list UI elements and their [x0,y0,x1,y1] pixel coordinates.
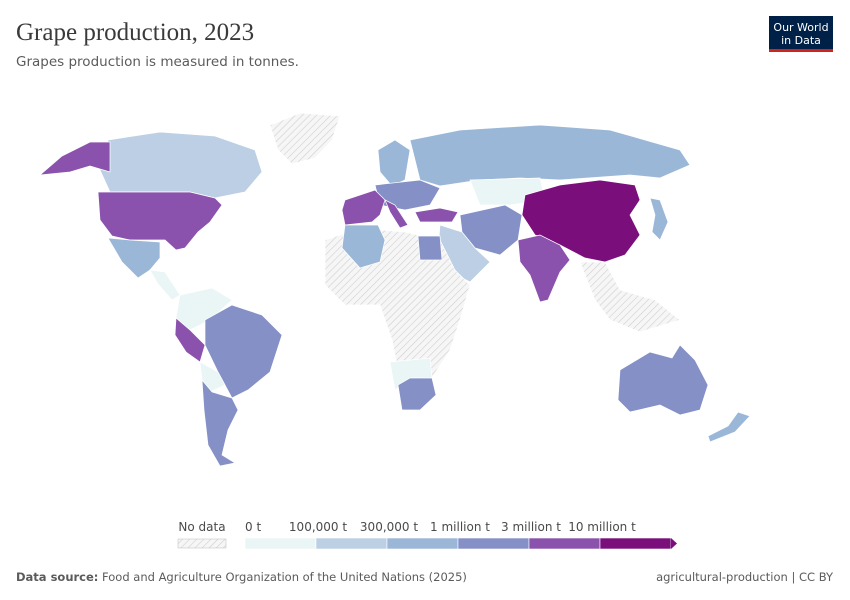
algeria[interactable] [341,224,386,269]
france-spain[interactable] [341,189,386,226]
source-text: Food and Agriculture Organization of the… [102,570,467,584]
source-label: Data source: [16,570,98,584]
legend-label: 300,000 t [360,520,418,534]
canada[interactable] [99,131,263,199]
russia[interactable] [409,124,691,187]
alaska[interactable] [38,141,111,176]
logo-text: Our World [773,21,828,34]
legend-label: 1 million t [430,520,490,534]
mexico[interactable] [107,237,161,279]
new-zealand[interactable] [707,411,751,443]
source: Data source: Food and Agriculture Organi… [16,570,467,584]
india[interactable] [517,234,571,303]
egypt[interactable] [417,235,443,261]
legend-swatch[interactable] [599,537,672,550]
legend-swatch[interactable] [528,537,601,550]
legend-swatch[interactable] [386,537,459,550]
greenland[interactable] [269,112,341,165]
legend-swatch[interactable] [457,537,530,550]
central-america[interactable] [149,269,181,301]
usa[interactable] [97,191,223,251]
bolivia-paraguay[interactable] [199,361,226,393]
subtitle: Grapes production is measured in tonnes. [16,54,299,70]
legend-swatch[interactable] [315,537,388,550]
south-africa[interactable] [397,377,437,411]
central-europe[interactable] [374,179,441,211]
legend-no-data-label: No data [178,520,225,534]
southeast-asia[interactable] [579,261,681,333]
legend-label: 3 million t [501,520,561,534]
argentina-chile[interactable] [201,378,239,467]
nordics[interactable] [377,139,411,187]
australia[interactable] [617,344,709,416]
map [38,112,751,467]
logo-text: in Data [781,34,821,47]
legend-label: 0 t [245,520,261,534]
japan-korea[interactable] [649,197,669,241]
legend-swatch[interactable] [244,537,317,550]
logo[interactable]: Our World in Data [769,16,833,52]
legend-label: 100,000 t [289,520,347,534]
brazil[interactable] [204,304,283,399]
logo-bar [769,49,833,52]
license: agricultural-production | CC BY [656,570,834,584]
turkey[interactable] [414,207,459,223]
legend-label: 10 million t [568,520,636,534]
italy[interactable] [384,199,409,229]
title: Grape production, 2023 [16,19,254,46]
legend: No data 0 t 100,000 t 300,000 t 1 million t… [177,520,677,550]
legend-no-data-swatch[interactable] [177,538,227,549]
logo-box [769,16,833,52]
legend-arrow [671,538,677,549]
